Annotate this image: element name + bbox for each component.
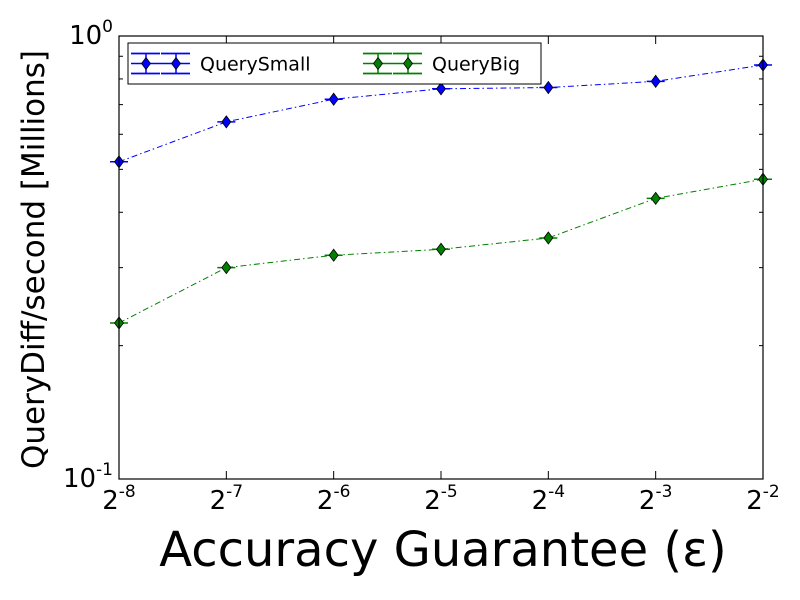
data-point xyxy=(221,115,232,129)
x-tick-label: 2-4 xyxy=(532,482,566,516)
data-point xyxy=(650,191,661,206)
data-point xyxy=(543,80,554,95)
series-QuerySmall xyxy=(110,58,772,169)
data-point xyxy=(328,248,339,262)
x-tick-label: 2-7 xyxy=(210,482,244,516)
data-point xyxy=(328,92,339,106)
legend-entry: QuerySmall xyxy=(131,52,311,76)
minor-ticks xyxy=(119,55,763,347)
data-point xyxy=(650,74,661,89)
data-point xyxy=(543,231,554,245)
x-tick-label: 2-5 xyxy=(424,482,458,516)
x-tick-label: 2-3 xyxy=(639,482,673,516)
series-QueryBig xyxy=(110,172,772,330)
legend-marker xyxy=(373,56,383,71)
y-axis-label: QueryDiff/second [Millions] xyxy=(16,50,52,469)
x-tick-label: 2-6 xyxy=(317,482,351,516)
y-tick-label: 10-1 xyxy=(63,460,113,494)
data-point xyxy=(436,242,446,256)
plot-frame xyxy=(118,35,764,480)
legend-entry: QueryBig xyxy=(363,52,520,76)
series-layer xyxy=(110,58,772,330)
legend-marker xyxy=(141,56,151,71)
legend-box xyxy=(127,42,542,85)
x-axis-label: Accuracy Guarantee (ε) xyxy=(159,522,727,578)
x-tick-label: 2-2 xyxy=(746,482,780,516)
data-point xyxy=(436,82,446,96)
x-tick-label: 2-8 xyxy=(102,482,136,516)
legend-label: QueryBig xyxy=(432,54,520,76)
x-axis-ticks: 2-8 2-7 2-6 2-5 2-4 2-3 2-2 xyxy=(102,36,780,516)
legend-marker xyxy=(171,56,181,71)
legend: QuerySmall QueryBig xyxy=(127,42,542,85)
legend-label: QuerySmall xyxy=(200,54,311,76)
data-point xyxy=(221,260,232,275)
y-tick-label: 100 xyxy=(69,17,113,51)
y-axis-ticks: 10-1 100 xyxy=(63,17,763,494)
legend-marker xyxy=(403,56,413,71)
